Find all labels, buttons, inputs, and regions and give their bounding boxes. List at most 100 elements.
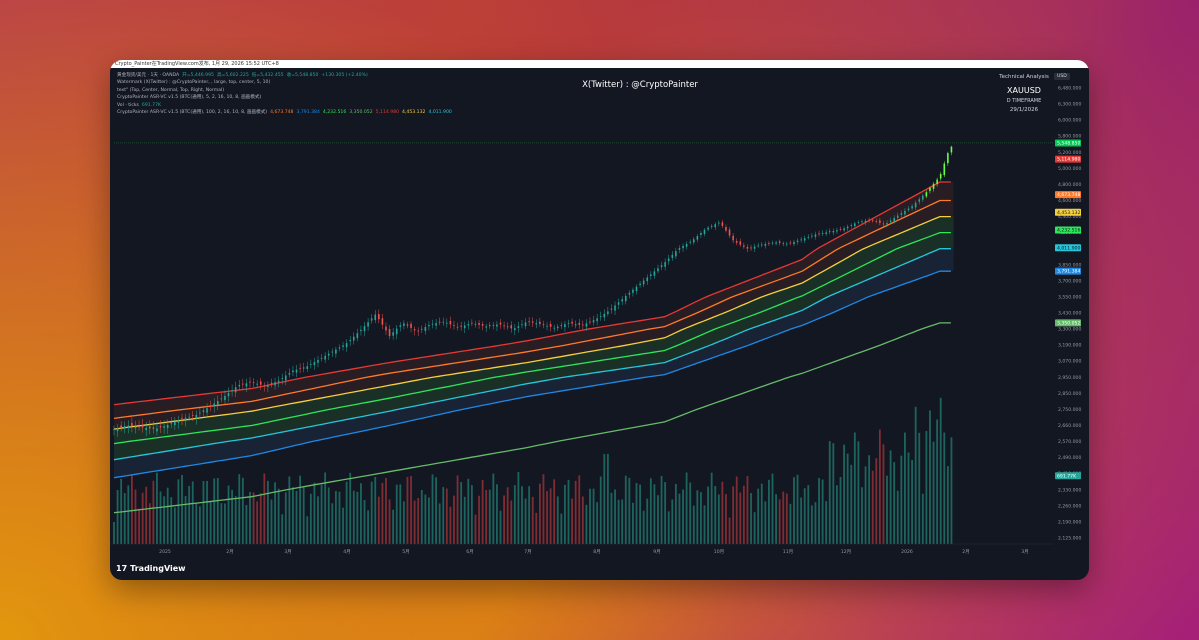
volume-bar bbox=[470, 485, 473, 544]
candle-body bbox=[796, 240, 799, 243]
candle-body bbox=[292, 370, 294, 373]
volume-bar bbox=[138, 508, 140, 544]
candle-body bbox=[768, 243, 770, 244]
volume-bar bbox=[660, 476, 663, 544]
candle-body bbox=[868, 219, 870, 221]
volume-bar bbox=[402, 501, 405, 544]
volume-bar bbox=[259, 493, 262, 544]
volume-bar bbox=[202, 480, 205, 544]
candle-body bbox=[145, 427, 148, 431]
candle-body bbox=[277, 380, 280, 383]
volume-bar bbox=[821, 479, 824, 544]
candle-body bbox=[395, 328, 398, 335]
volume-bar bbox=[435, 477, 437, 544]
candle-body bbox=[521, 324, 523, 326]
band-line bbox=[113, 248, 951, 461]
volume-bar bbox=[689, 482, 692, 544]
volume-bar bbox=[646, 498, 649, 544]
candle-body bbox=[224, 395, 226, 401]
y-tick-label: 6,000.000 bbox=[1058, 118, 1081, 124]
volume-bar bbox=[442, 487, 445, 544]
candle-body bbox=[327, 353, 330, 356]
technical-analysis-box: Technical Analysis XAUUSD D TIMEFRAME 29… bbox=[988, 74, 1060, 113]
price-chart[interactable]: 6,480.000 6,300.000 6,000.000 5,800.000 5,20… bbox=[110, 60, 1089, 580]
candle-body bbox=[116, 428, 119, 432]
volume-bar bbox=[546, 491, 548, 544]
y-tick-label: 2,570.000 bbox=[1058, 439, 1081, 445]
volume-bar bbox=[191, 481, 194, 544]
candle-body bbox=[213, 403, 216, 407]
x-tick-label: 2026 bbox=[901, 549, 913, 555]
volume-bar bbox=[746, 476, 749, 544]
x-tick-label: 12月 bbox=[841, 549, 851, 555]
candle-body bbox=[714, 224, 717, 228]
candle-body bbox=[592, 320, 595, 323]
price-label: 4,232.516 bbox=[1057, 228, 1080, 234]
legend-row: CryptoPainter ASR-VC v1.5 (BTC(通用), 5, 2… bbox=[117, 94, 452, 101]
candle-body bbox=[478, 322, 480, 325]
volume-bar bbox=[556, 496, 559, 544]
volume-bar bbox=[918, 432, 921, 544]
y-tick-label: 5,800.000 bbox=[1058, 134, 1081, 140]
volume-bar bbox=[868, 455, 871, 544]
volume-bar bbox=[488, 489, 491, 544]
candle-body bbox=[846, 226, 849, 229]
band-line bbox=[113, 181, 951, 406]
volume-bar bbox=[589, 488, 591, 544]
legend-label: 黄金现货/美元 · 1天 · OANDA bbox=[117, 73, 180, 78]
y-tick-label: 2,125.000 bbox=[1058, 536, 1081, 542]
volume-bar bbox=[349, 472, 352, 544]
candle-body bbox=[904, 210, 906, 215]
volume-bar bbox=[789, 503, 792, 544]
volume-bar bbox=[338, 491, 341, 544]
candle-body bbox=[735, 241, 738, 243]
price-label: 5,114.980 bbox=[1057, 157, 1080, 163]
volume-bar bbox=[603, 454, 606, 544]
candle-body bbox=[728, 229, 731, 236]
currency-label[interactable]: USD bbox=[1054, 73, 1070, 80]
candle-body bbox=[531, 321, 534, 323]
candle-body bbox=[363, 326, 366, 332]
chart-card: Crypto_Painter在TradingView.com发布, 1月 29,… bbox=[110, 60, 1089, 580]
volume-bar bbox=[946, 466, 949, 544]
volume-bar bbox=[524, 498, 527, 544]
volume-bar bbox=[921, 493, 924, 544]
volume-bar bbox=[639, 484, 641, 544]
y-tick-label: 3,850.000 bbox=[1058, 262, 1081, 268]
volume-bar bbox=[878, 429, 881, 544]
candle-body bbox=[259, 381, 262, 385]
volume-bar bbox=[825, 501, 828, 544]
volume-bar bbox=[571, 498, 573, 544]
candle-body bbox=[524, 322, 527, 327]
candle-body bbox=[159, 426, 162, 428]
volume-bar bbox=[714, 486, 717, 544]
volume-bar bbox=[861, 487, 863, 544]
candle-body bbox=[510, 325, 513, 329]
volume-bar bbox=[113, 522, 115, 544]
volume-bar bbox=[721, 481, 724, 544]
volume-bar bbox=[592, 488, 595, 544]
volume-bar bbox=[503, 495, 505, 544]
volume-bar bbox=[599, 476, 602, 544]
candle-body bbox=[922, 195, 924, 200]
volume-bar bbox=[428, 497, 430, 544]
candle-body bbox=[317, 359, 319, 363]
candle-body bbox=[732, 235, 734, 241]
candle-body bbox=[854, 223, 856, 227]
volume-bar bbox=[116, 490, 119, 544]
candle-body bbox=[481, 324, 484, 326]
candle-body bbox=[710, 225, 713, 227]
candle-body bbox=[746, 246, 749, 249]
candle-body bbox=[428, 325, 430, 327]
legend-value: 3,791.384 bbox=[296, 110, 320, 116]
candle-body bbox=[227, 392, 230, 397]
volume-bar bbox=[578, 475, 581, 544]
x-tick-label: 8月 bbox=[593, 549, 601, 555]
volume-bar bbox=[843, 444, 845, 544]
candle-body bbox=[231, 390, 233, 391]
volume-bar bbox=[478, 495, 480, 544]
volume-bar bbox=[828, 441, 831, 544]
volume-bar bbox=[882, 444, 885, 544]
volume-bar bbox=[510, 500, 513, 544]
candle-body bbox=[671, 254, 674, 258]
